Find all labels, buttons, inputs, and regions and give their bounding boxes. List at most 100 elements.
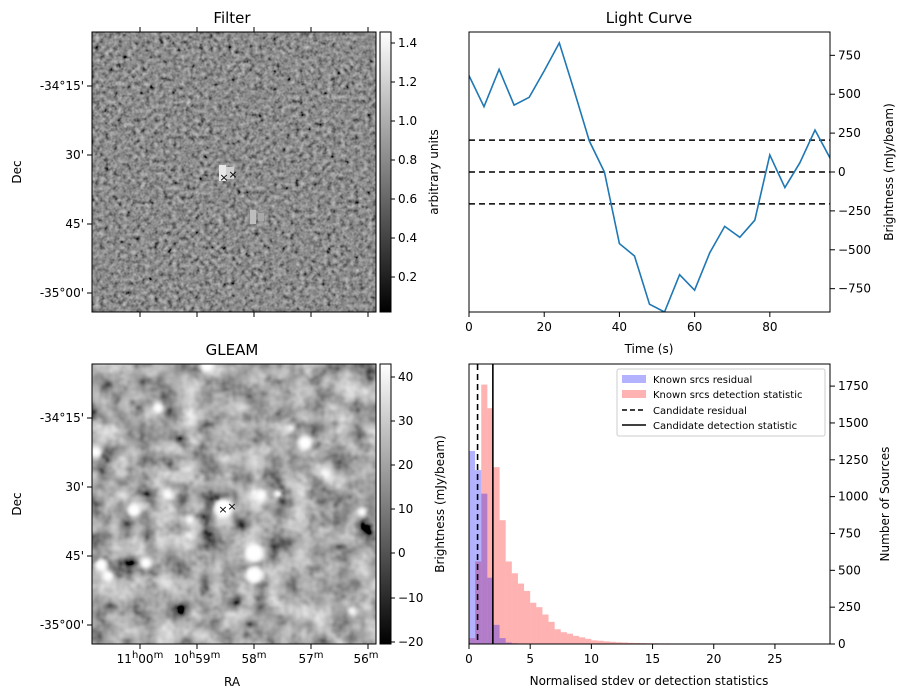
y-tick-label: 0: [838, 637, 846, 651]
detection-bar: [573, 635, 580, 644]
gleam-colorbar-label: Brightness (mJy/beam): [433, 435, 447, 573]
colorbar-tick-label: 0.4: [398, 231, 417, 245]
detection-bar: [597, 640, 604, 644]
light-curve-axes: 0 20 40 60 80 −750 −500 −250 0 250 500 750: [465, 48, 871, 334]
legend-label: Candidate detection statistic: [653, 421, 797, 432]
filter-image: [92, 32, 376, 312]
y-tick-label: 250: [838, 126, 861, 140]
filter-colorbar-label: arbitrary units: [427, 129, 441, 215]
residual-bar: [499, 638, 506, 644]
detection-bar: [603, 641, 610, 644]
detection-bar: [511, 573, 518, 644]
detection-bar: [542, 614, 549, 644]
ra-tick-label: 11h00m: [117, 650, 164, 666]
histogram-plot: [469, 364, 751, 644]
detection-bar: [548, 621, 555, 644]
detection-bar: [524, 590, 531, 644]
dec-tick-label: 45': [65, 217, 84, 231]
legend-swatch-detection: [622, 390, 646, 398]
y-tick-label: 750: [838, 48, 861, 62]
light-curve-line: [469, 40, 830, 312]
gleam-markers: × ×: [218, 500, 236, 516]
colorbar-tick-label: 1.0: [398, 114, 417, 128]
filter-title: Filter: [213, 9, 251, 27]
dec-tick-label: 30': [65, 480, 84, 494]
histogram-xlabel: Normalised stdev or detection statistics: [530, 674, 769, 688]
colorbar-tick-label: 20: [398, 458, 413, 472]
residual-bar: [469, 450, 476, 644]
candidate-marker-red: ×: [228, 168, 237, 181]
y-tick-label: 1000: [838, 490, 869, 504]
residual-bar: [505, 642, 512, 644]
y-tick-label: 500: [838, 563, 861, 577]
detection-bar: [615, 642, 622, 644]
residual-bar: [493, 624, 500, 644]
gleam-ra-axis: 11h00m 10h59m 58m 57m 56m RA: [117, 644, 379, 689]
dec-tick-label: -35°00': [40, 618, 84, 632]
detection-bar: [536, 607, 543, 644]
legend-label: Known srcs residual: [653, 375, 752, 386]
dec-tick-label: -35°00': [40, 286, 84, 300]
y-tick-label: −500: [838, 243, 871, 257]
detection-bar: [505, 561, 512, 644]
detection-bar: [499, 520, 506, 644]
dec-tick-label: -34°15': [40, 79, 84, 93]
gleam-frame: [91, 363, 377, 645]
colorbar-tick-label: 40: [398, 370, 413, 384]
gleam-dec-axis: -34°15' 30' 45' -35°00' Dec: [10, 411, 92, 632]
colorbar-tick-label: 1.2: [398, 75, 417, 89]
colorbar-tick-label: 1.4: [398, 36, 417, 50]
detection-bar: [621, 642, 629, 644]
filter-panel: Filter × × -34°15' 30' 45' -35°00' Dec: [10, 9, 441, 317]
colorbar-tick-label: 0.2: [398, 270, 417, 284]
filter-ra-ticks: [139, 27, 369, 317]
detection-bar: [469, 638, 476, 644]
ra-tick-label: 58m: [241, 650, 266, 666]
residual-bar: [481, 493, 488, 644]
y-tick-label: −750: [838, 282, 871, 296]
filter-dec-label: Dec: [10, 160, 24, 183]
detection-bar: [475, 561, 482, 644]
gleam-colorbar: −20 −10 0 10 20 30 40 Brightness (mJy/be…: [379, 363, 447, 649]
y-tick-label: 750: [838, 526, 861, 540]
filter-dec-axis: -34°15' 30' 45' -35°00' Dec: [10, 79, 92, 300]
x-tick-label: 15: [645, 652, 660, 666]
light-curve-frame: [468, 31, 831, 313]
colorbar-tick-label: −10: [398, 591, 423, 605]
detection-bar: [554, 629, 561, 644]
detection-bar: [579, 637, 586, 644]
ra-tick-label: 10h59m: [174, 650, 221, 666]
ra-tick-label: 56m: [353, 650, 378, 666]
gleam-title: GLEAM: [206, 341, 259, 359]
histogram-frame: [468, 363, 831, 645]
light-curve-panel: Light Curve 0 20 40 60 80 −750 −500 −250 0 250 500…: [465, 9, 896, 356]
detection-bar: [517, 583, 525, 644]
candidate-marker-blue: ×: [218, 503, 227, 516]
dec-tick-label: 30': [65, 148, 84, 162]
y-tick-label: 1250: [838, 453, 869, 467]
x-tick-label: 40: [612, 320, 627, 334]
detection-bar: [493, 467, 500, 644]
y-tick-label: 1500: [838, 416, 869, 430]
gleam-colorbar-gradient: [379, 363, 392, 645]
light-curve-xlabel: Time (s): [624, 342, 674, 356]
y-tick-label: 0: [838, 165, 846, 179]
colorbar-tick-label: 30: [398, 414, 413, 428]
colorbar-tick-label: −20: [398, 635, 423, 649]
x-tick-label: 20: [706, 652, 721, 666]
light-curve-ylabel: Brightness (mJy/beam): [882, 103, 896, 241]
light-curve-title: Light Curve: [606, 9, 692, 27]
histogram-legend: Known srcs residual Known srcs detection…: [616, 368, 826, 437]
filter-markers: × ×: [219, 168, 237, 184]
gleam-dec-label: Dec: [10, 492, 24, 515]
legend-swatch-residual: [622, 375, 646, 383]
legend-label: Candidate residual: [653, 406, 747, 417]
detection-bar: [566, 633, 574, 644]
x-tick-label: 80: [762, 320, 777, 334]
gleam-image: [92, 364, 376, 644]
filter-colorbar-gradient: [379, 31, 392, 313]
histogram-ylabel: Number of Sources: [878, 447, 892, 562]
